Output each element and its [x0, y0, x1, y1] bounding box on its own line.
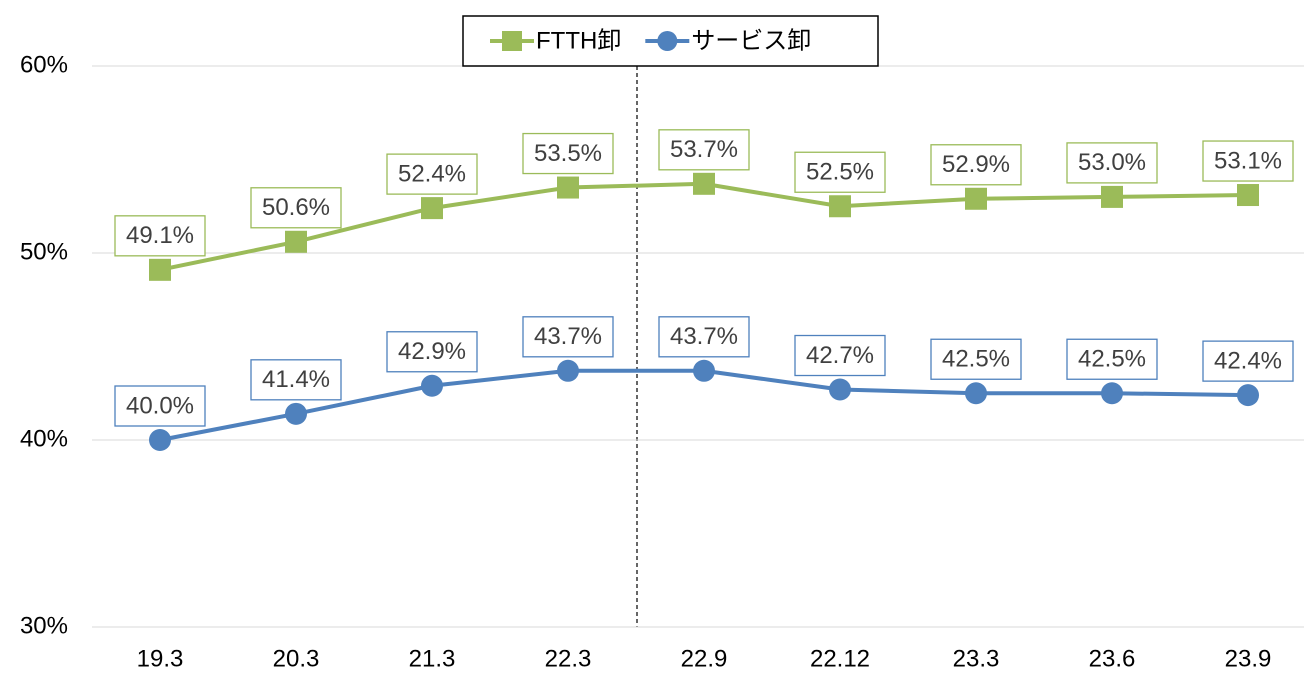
data-label: 52.4%: [398, 160, 466, 187]
label-box: [930, 144, 1022, 186]
label-box: [250, 187, 342, 229]
data-label: 50.6%: [262, 194, 330, 221]
marker: [829, 195, 851, 218]
data-label: 42.9%: [398, 338, 466, 365]
x-tick-label: 23.3: [953, 645, 1000, 672]
marker: [1101, 185, 1123, 208]
label-box: [114, 385, 206, 427]
data-label: 41.4%: [262, 366, 330, 393]
data-label: 53.0%: [1078, 149, 1146, 176]
marker: [693, 359, 715, 382]
marker: [1101, 382, 1123, 405]
x-tick-label: 19.3: [137, 645, 184, 672]
label-box: [522, 316, 614, 358]
data-label: 43.7%: [534, 323, 602, 350]
y-tick-label: 60%: [20, 51, 68, 78]
marker: [693, 172, 715, 195]
marker: [285, 402, 307, 425]
label-box: [794, 151, 886, 193]
x-tick-label: 23.9: [1225, 645, 1272, 672]
label-box: [522, 132, 614, 175]
legend-marker: [502, 31, 522, 51]
legend-marker: [657, 31, 678, 51]
data-label: 42.5%: [1078, 346, 1146, 373]
x-tick-label: 21.3: [409, 645, 456, 672]
data-label: 42.5%: [942, 346, 1010, 373]
y-tick-label: 30%: [20, 612, 68, 639]
label-box: [1066, 142, 1158, 184]
data-label: 53.5%: [534, 140, 602, 167]
marker: [965, 382, 987, 405]
data-label: 42.4%: [1214, 347, 1282, 374]
data-label: 49.1%: [126, 222, 194, 249]
y-tick-label: 40%: [20, 425, 68, 452]
label-box: [386, 331, 478, 373]
marker: [557, 359, 579, 382]
label-box: [658, 316, 750, 358]
x-tick-label: 23.6: [1089, 645, 1136, 672]
marker: [557, 176, 579, 199]
label-box: [386, 153, 478, 195]
label-box: [794, 334, 886, 377]
data-label: 52.9%: [942, 151, 1010, 178]
marker: [1237, 384, 1259, 407]
data-label: 42.7%: [806, 342, 874, 369]
legend-label: FTTH卸: [536, 27, 621, 54]
marker: [829, 378, 851, 401]
data-label: 53.7%: [670, 136, 738, 163]
y-tick-label: 50%: [20, 238, 68, 265]
label-box: [1066, 338, 1158, 380]
label-box: [658, 129, 750, 171]
marker: [149, 429, 171, 451]
x-tick-label: 22.3: [545, 645, 592, 672]
label-box: [1202, 140, 1294, 182]
data-label: 43.7%: [670, 323, 738, 350]
marker: [1237, 184, 1259, 207]
marker: [149, 258, 171, 281]
x-tick-label: 22.12: [810, 645, 870, 672]
x-tick-label: 20.3: [273, 645, 320, 672]
x-tick-label: 22.9: [681, 645, 728, 672]
label-box: [114, 215, 206, 257]
legend: FTTH卸 サービス卸: [462, 15, 879, 67]
marker: [421, 197, 443, 220]
data-label: 53.1%: [1214, 147, 1282, 174]
marker: [421, 374, 443, 397]
label-box: [930, 338, 1022, 380]
data-label: 52.5%: [806, 159, 874, 186]
marker: [965, 187, 987, 210]
label-box: [250, 359, 342, 401]
label-box: [1202, 340, 1294, 382]
data-label: 40.0%: [126, 392, 194, 419]
marker: [285, 230, 307, 253]
legend-label: サービス卸: [691, 27, 811, 54]
